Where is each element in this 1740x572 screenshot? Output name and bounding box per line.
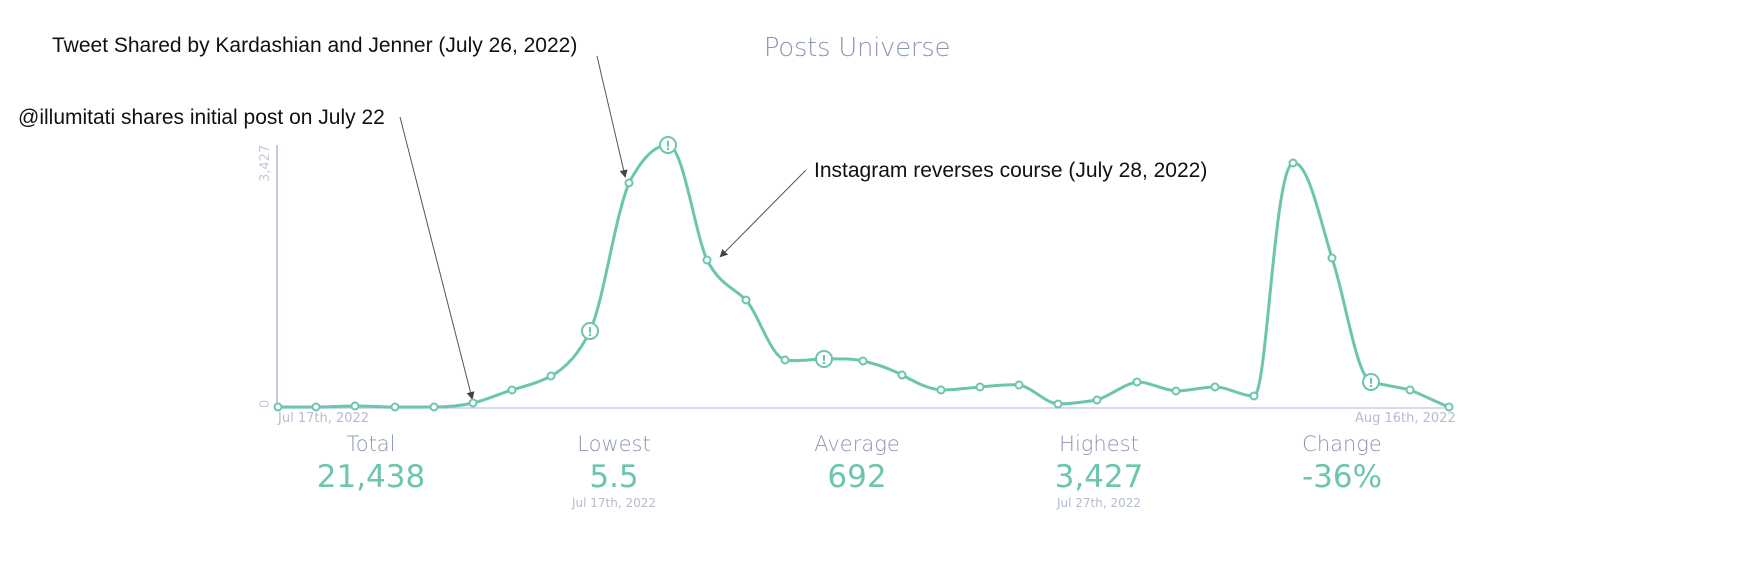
stat-label: Lowest <box>577 432 651 456</box>
annotation-initial-post: @illumitati shares initial post on July … <box>18 106 385 129</box>
x-axis-start-label: Jul 17th, 2022 <box>278 411 370 426</box>
stat-label: Average <box>814 432 900 456</box>
annotation-arrow-tweet <box>596 55 628 178</box>
alert-icon[interactable]: ! <box>1362 373 1380 391</box>
annotation-instagram-reverses: Instagram reverses course (July 28, 2022… <box>814 159 1208 182</box>
annotation-arrow-initial-post <box>399 116 475 400</box>
svg-text:!: ! <box>821 353 826 367</box>
alert-icon[interactable]: ! <box>815 350 833 368</box>
svg-text:!: ! <box>1368 376 1373 390</box>
annotation-tweet-shared: Tweet Shared by Kardashian and Jenner (J… <box>52 34 578 57</box>
stat-total: Total 21,438 <box>271 431 471 495</box>
y-axis-min-label: 0 <box>258 399 273 408</box>
stat-value: -36% <box>1301 459 1383 495</box>
series-line <box>276 143 1451 409</box>
svg-text:!: ! <box>587 325 592 339</box>
data-points <box>273 158 1454 412</box>
stat-average: Average 692 <box>757 431 957 495</box>
annotation-arrow-instagram <box>719 169 807 258</box>
stat-change: Change -36% <box>1242 431 1442 495</box>
stat-highest: Highest 3,427 Jul 27th, 2022 <box>999 431 1199 511</box>
stat-date: Jul 27th, 2022 <box>1056 496 1142 510</box>
alert-icon[interactable]: ! <box>659 136 677 154</box>
svg-text:!: ! <box>665 139 670 153</box>
stat-value: 692 <box>827 459 887 495</box>
stat-label: Total <box>346 432 396 456</box>
stat-date: Jul 17th, 2022 <box>571 496 657 510</box>
stat-lowest: Lowest 5.5 Jul 17th, 2022 <box>514 431 714 511</box>
chart-title: Posts Universe <box>763 33 951 63</box>
stat-label: Highest <box>1059 432 1139 456</box>
stat-label: Change <box>1302 432 1382 456</box>
stat-value: 3,427 <box>1054 459 1144 495</box>
stat-value: 5.5 <box>589 459 639 495</box>
x-axis-end-label: Aug 16th, 2022 <box>1355 411 1456 426</box>
alert-icon[interactable]: ! <box>581 322 599 340</box>
stat-value: 21,438 <box>316 459 426 495</box>
y-axis-max-label: 3,427 <box>258 144 273 182</box>
